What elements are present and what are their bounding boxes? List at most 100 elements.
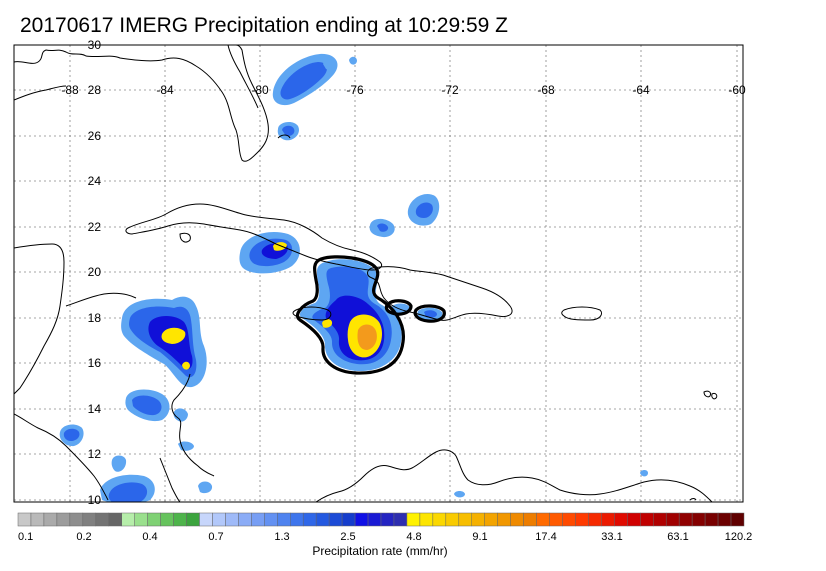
coast-yucatan xyxy=(65,292,137,307)
colorbar-swatch xyxy=(17,512,32,527)
colorbar-swatch xyxy=(458,512,472,527)
precip-field-turks-caicos xyxy=(369,193,440,238)
colorbar-swatch xyxy=(225,512,239,527)
colorbar-swatch xyxy=(134,512,148,527)
coast-belize-honduras xyxy=(171,373,215,477)
colorbar-swatch xyxy=(264,512,278,527)
colorbar-tick-label: 0.7 xyxy=(208,531,224,543)
colorbar-swatch xyxy=(302,512,317,527)
latitude-label: 20 xyxy=(88,265,102,279)
colorbar-swatch xyxy=(108,512,122,527)
colorbar-swatch xyxy=(523,512,537,527)
precip-blob-yellow xyxy=(182,361,190,370)
longitude-label: -68 xyxy=(537,83,555,97)
latitude-label: 24 xyxy=(88,174,102,188)
colorbar-tick-label: 120.2 xyxy=(724,531,753,543)
longitude-label: -88 xyxy=(61,83,79,97)
precip-blob-mid xyxy=(415,202,433,218)
colorbar-swatch xyxy=(678,512,693,527)
precip-blob-yellow xyxy=(322,319,333,328)
colorbar-swatch xyxy=(186,512,200,527)
colorbar-swatch xyxy=(277,512,291,527)
colorbar-swatch xyxy=(575,512,589,527)
precip-blob-light xyxy=(349,56,357,65)
colorbar xyxy=(17,512,745,527)
colorbar-swatch xyxy=(549,512,563,527)
colorbar-tick-label: 4.8 xyxy=(406,531,422,543)
colorbar-swatch xyxy=(69,512,84,527)
longitude-label: -60 xyxy=(728,83,746,97)
coast-south-america xyxy=(315,449,713,502)
coast-mexico xyxy=(14,243,65,395)
colorbar-swatch xyxy=(315,512,330,527)
colorbar-swatch xyxy=(691,512,706,527)
coast-florida-east xyxy=(227,45,259,109)
precip-blob-mid xyxy=(132,395,162,416)
colorbar-swatch xyxy=(160,512,174,527)
precip-blob-light xyxy=(323,58,337,70)
coast-lesser-antilles-small xyxy=(689,498,697,501)
coast-jamaica xyxy=(292,306,332,321)
colorbar-swatch xyxy=(730,512,745,527)
colorbar-swatch xyxy=(704,512,719,527)
colorbar-swatch xyxy=(341,512,356,527)
colorbar-swatch xyxy=(627,512,641,527)
colorbar-swatch xyxy=(419,512,434,527)
colorbar-title: Precipitation rate (mm/hr) xyxy=(312,544,448,558)
colorbar-tick-label: 33.1 xyxy=(601,531,623,543)
colorbar-swatch xyxy=(653,512,667,527)
colorbar-swatch xyxy=(484,512,498,527)
colorbar-swatch xyxy=(432,512,447,527)
colorbar-swatch xyxy=(665,512,680,527)
colorbar-swatch xyxy=(354,512,369,527)
latitude-label: 12 xyxy=(88,447,102,461)
coast-puerto-rico xyxy=(561,306,603,321)
precip-blob-mid xyxy=(63,428,80,441)
precip-blob-light xyxy=(173,408,188,422)
colorbar-swatch xyxy=(614,512,628,527)
precip-field-bahamas xyxy=(272,53,357,141)
colorbar-swatch xyxy=(562,512,576,527)
precip-blob-mid xyxy=(424,310,437,318)
coast-bahamas-andros xyxy=(277,134,291,139)
colorbar-swatch xyxy=(43,512,58,527)
precip-contour xyxy=(295,255,446,375)
longitude-label: -84 xyxy=(156,83,174,97)
precip-blob-mid xyxy=(282,125,295,137)
colorbar-swatch xyxy=(199,512,213,527)
coast-gulf-west xyxy=(14,85,67,101)
colorbar-swatch xyxy=(510,512,524,527)
colorbar-swatch xyxy=(588,512,602,527)
precip-field-central-america xyxy=(59,424,648,502)
precip-field-yucatan-belize xyxy=(121,296,207,422)
colorbar-swatch xyxy=(30,512,45,527)
latitude-label: 18 xyxy=(88,311,102,325)
coastlines xyxy=(14,45,718,502)
colorbar-swatch xyxy=(82,512,97,527)
precip-blob-light xyxy=(111,455,127,472)
colorbar-tick-label: 0.4 xyxy=(142,531,158,543)
latitude-label: 26 xyxy=(88,129,102,143)
map-title: 20170617 IMERG Precipitation ending at 1… xyxy=(20,14,508,37)
precip-blob-yellow xyxy=(161,327,186,344)
colorbar-swatch xyxy=(406,512,421,527)
precip-blob-mid xyxy=(280,62,327,100)
colorbar-swatch xyxy=(173,512,187,527)
longitude-label: -72 xyxy=(441,83,459,97)
coast-hispaniola xyxy=(367,266,513,321)
longitude-label: -76 xyxy=(346,83,364,97)
coast-central-america xyxy=(14,413,109,501)
colorbar-swatch xyxy=(497,512,511,527)
latitude-label: 10 xyxy=(88,493,102,507)
coast-nicaragua xyxy=(159,457,181,502)
colorbar-tick-label: 0.1 xyxy=(18,531,34,543)
precip-blob-mid xyxy=(377,223,389,232)
colorbar-swatch xyxy=(147,512,161,527)
precip-field-haiti xyxy=(299,259,443,372)
colorbar-tick-label: 17.4 xyxy=(535,531,557,543)
latitude-label: 22 xyxy=(88,220,102,234)
coast-isle-of-youth xyxy=(179,232,191,243)
precip-field-eastern-cuba xyxy=(239,232,300,274)
precip-blob-light xyxy=(178,441,194,451)
